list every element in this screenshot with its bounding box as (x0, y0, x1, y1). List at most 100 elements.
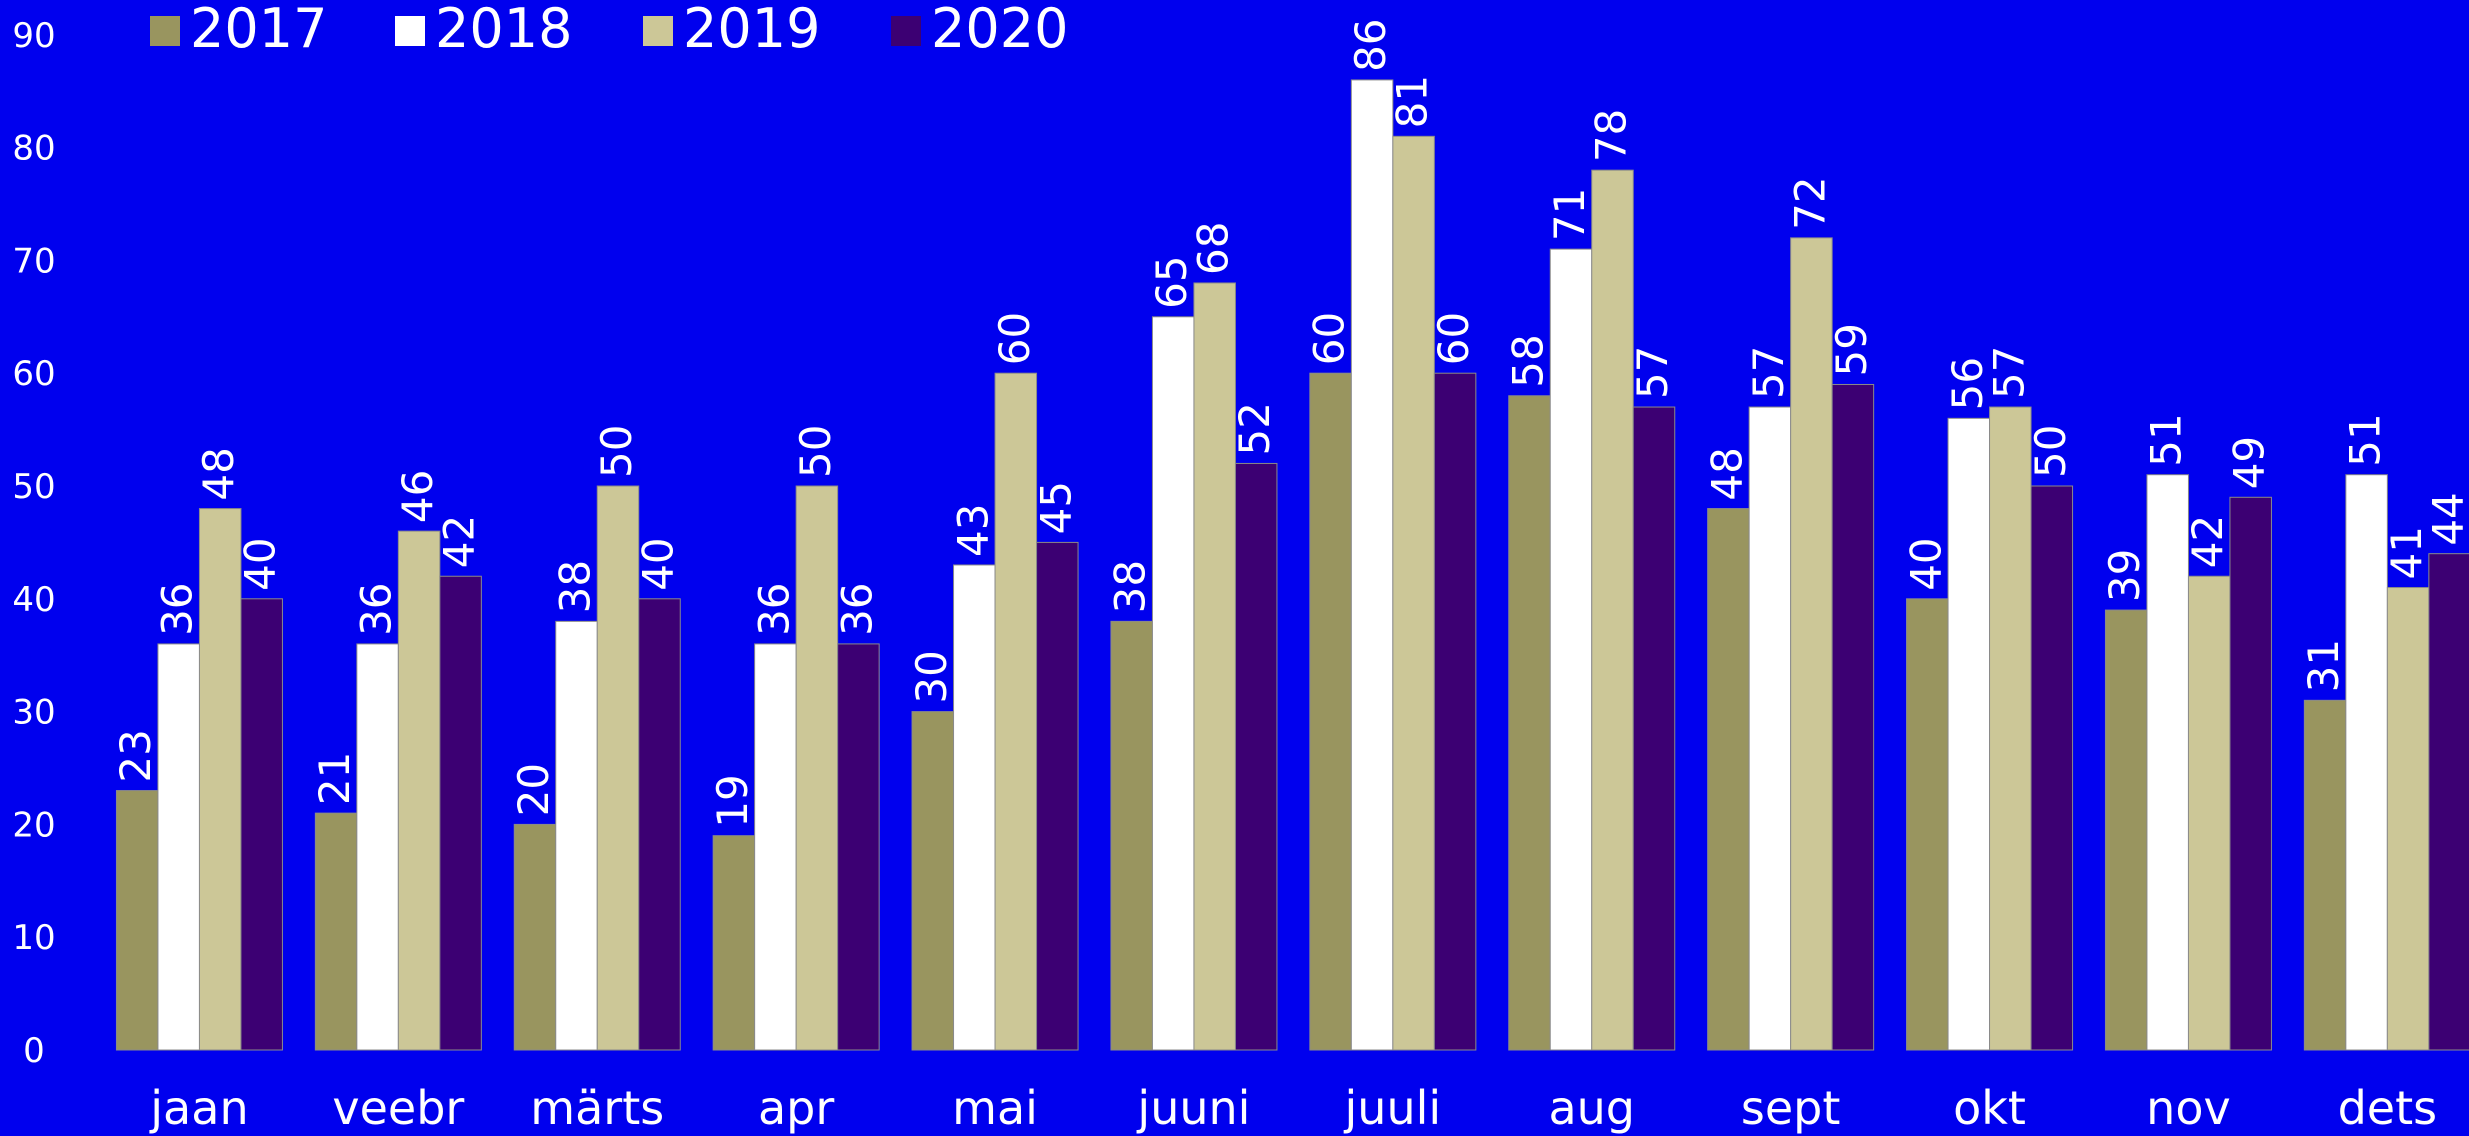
bar (2030, 485, 2074, 1051)
data-label: 42 (435, 515, 484, 568)
bar (1549, 248, 1593, 1051)
data-label: 81 (1388, 75, 1437, 128)
bar (2428, 553, 2469, 1051)
y-tick-label: 0 (23, 1031, 45, 1071)
data-label: 58 (1504, 334, 1553, 387)
y-tick-label: 20 (12, 805, 55, 845)
data-label: 50 (2026, 425, 2075, 478)
legend-swatch (150, 16, 180, 46)
bar (2187, 575, 2231, 1051)
x-tick-label: nov (2146, 1081, 2231, 1135)
data-label: 46 (393, 470, 442, 523)
data-label: 23 (111, 729, 160, 782)
bar (2146, 474, 2189, 1051)
data-label: 40 (634, 537, 683, 590)
bar (513, 823, 557, 1051)
bar (1508, 395, 1551, 1051)
data-label: 60 (990, 312, 1039, 365)
bar (712, 835, 756, 1051)
bar (1989, 406, 2032, 1051)
x-tick-label: veebr (332, 1081, 464, 1135)
bar (314, 812, 358, 1051)
data-label: 49 (2225, 436, 2274, 489)
x-tick-label: juuli (1344, 1081, 1442, 1135)
data-label: 51 (2341, 413, 2390, 466)
x-tick-label: sept (1741, 1081, 1841, 1135)
bar (795, 485, 839, 1051)
data-label: 36 (352, 582, 401, 635)
data-label: 20 (509, 763, 558, 816)
x-tick-label: apr (758, 1081, 834, 1135)
data-label: 48 (194, 447, 243, 500)
bar (1392, 135, 1435, 1051)
data-label: 36 (832, 582, 881, 635)
bar (439, 575, 482, 1051)
bar (1151, 316, 1195, 1051)
data-label: 72 (1785, 176, 1834, 229)
data-label: 56 (1943, 357, 1992, 410)
legend-label: 2017 (190, 0, 327, 60)
bar (1748, 406, 1792, 1051)
bar (2345, 474, 2388, 1051)
data-label: 39 (2100, 549, 2149, 602)
bar (911, 711, 955, 1051)
bar (2229, 496, 2272, 1051)
x-tick-label: juuni (1136, 1081, 1250, 1135)
bar (1707, 508, 1750, 1051)
bar (1831, 383, 1875, 1051)
data-label: 57 (1984, 346, 2033, 399)
data-label: 86 (1346, 18, 1395, 71)
bar (1632, 406, 1676, 1051)
y-tick-label: 70 (12, 241, 55, 281)
data-label: 36 (153, 582, 202, 635)
data-label: 41 (2382, 526, 2431, 579)
data-label: 59 (1827, 323, 1876, 376)
bar (1947, 417, 1991, 1051)
data-label: 57 (1744, 346, 1793, 399)
bar (1906, 598, 1949, 1051)
bar (1110, 620, 1153, 1051)
data-label: 19 (708, 774, 757, 827)
x-tick-label: märts (530, 1081, 664, 1135)
legend-label: 2020 (931, 0, 1068, 60)
legend-swatch (643, 16, 673, 46)
data-label: 40 (236, 537, 285, 590)
bar (2104, 609, 2148, 1051)
data-label: 50 (592, 425, 641, 478)
data-label: 78 (1587, 109, 1636, 162)
y-tick-label: 10 (12, 918, 55, 958)
data-label: 43 (948, 504, 997, 557)
bar (1350, 79, 1394, 1051)
bar (397, 530, 441, 1051)
bar (1433, 372, 1477, 1051)
bar (240, 598, 283, 1051)
x-tick-label: okt (1953, 1081, 2026, 1135)
data-label: 65 (1147, 255, 1196, 308)
bar (638, 598, 681, 1051)
data-label: 60 (1305, 312, 1354, 365)
x-tick-label: mai (952, 1081, 1038, 1135)
y-tick-label: 30 (12, 693, 55, 733)
data-label: 38 (551, 560, 600, 613)
y-tick-label: 50 (12, 467, 55, 507)
legend-swatch (891, 16, 921, 46)
bar (555, 620, 598, 1051)
bar (115, 790, 159, 1051)
data-label: 38 (1106, 560, 1155, 613)
data-label: 48 (1702, 447, 1751, 500)
data-label: 40 (1901, 537, 1950, 590)
y-tick-label: 60 (12, 354, 55, 394)
bar (754, 643, 797, 1051)
y-tick-label: 90 (12, 16, 55, 56)
data-label: 50 (791, 425, 840, 478)
bar (2303, 699, 2347, 1051)
bar (953, 564, 996, 1051)
bar (356, 643, 399, 1051)
data-label: 36 (749, 582, 798, 635)
data-label: 30 (907, 650, 956, 703)
y-tick-label: 80 (12, 129, 55, 169)
bar (1591, 169, 1634, 1051)
data-label: 68 (1189, 222, 1238, 275)
data-label: 60 (1429, 312, 1478, 365)
x-tick-label: aug (1548, 1081, 1635, 1135)
